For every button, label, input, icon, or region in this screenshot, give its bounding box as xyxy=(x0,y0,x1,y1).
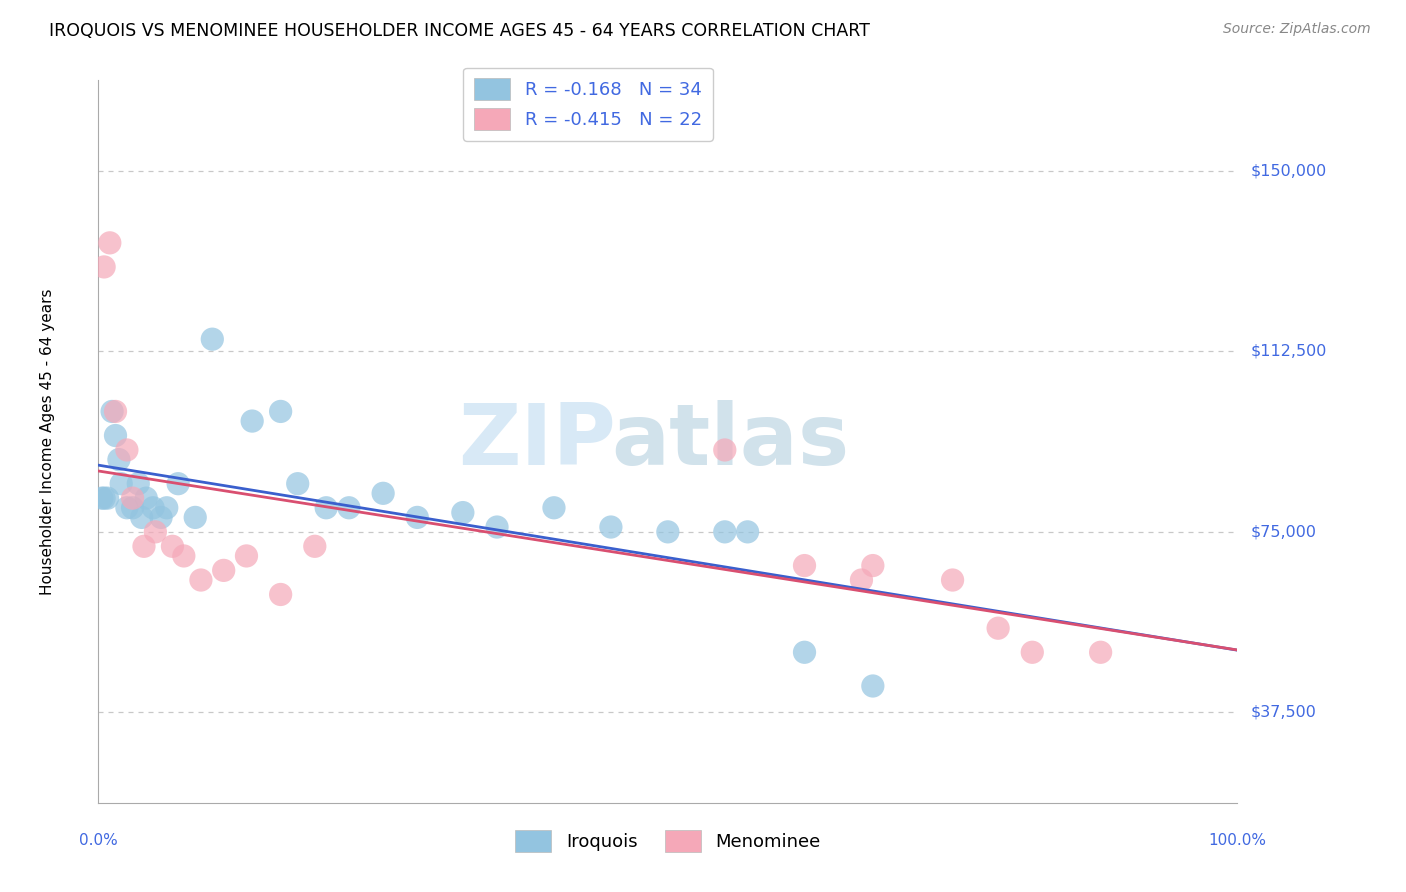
Point xyxy=(142,500,165,515)
Point xyxy=(657,524,679,539)
Point xyxy=(150,510,173,524)
Point xyxy=(987,621,1010,635)
Point xyxy=(304,539,326,553)
Point xyxy=(337,500,360,515)
Point xyxy=(101,404,124,418)
Text: ZIP: ZIP xyxy=(458,400,616,483)
Text: Householder Income Ages 45 - 64 years: Householder Income Ages 45 - 64 years xyxy=(39,288,55,595)
Point xyxy=(167,476,190,491)
Point xyxy=(451,506,474,520)
Point xyxy=(486,520,509,534)
Point xyxy=(543,500,565,515)
Text: $112,500: $112,500 xyxy=(1251,343,1327,359)
Point xyxy=(108,452,131,467)
Point xyxy=(371,486,394,500)
Point xyxy=(315,500,337,515)
Point xyxy=(240,414,263,428)
Text: $150,000: $150,000 xyxy=(1251,163,1327,178)
Point xyxy=(115,442,138,457)
Point xyxy=(862,679,884,693)
Point xyxy=(851,573,873,587)
Point xyxy=(793,645,815,659)
Point xyxy=(270,587,292,601)
Point xyxy=(190,573,212,587)
Point xyxy=(714,442,737,457)
Point xyxy=(104,404,127,418)
Point xyxy=(93,491,115,505)
Point xyxy=(737,524,759,539)
Point xyxy=(90,491,112,505)
Text: 0.0%: 0.0% xyxy=(79,833,118,848)
Point xyxy=(156,500,179,515)
Point xyxy=(93,260,115,274)
Point xyxy=(287,476,309,491)
Point xyxy=(115,500,138,515)
Point xyxy=(235,549,257,563)
Point xyxy=(1090,645,1112,659)
Point xyxy=(406,510,429,524)
Point xyxy=(184,510,207,524)
Point xyxy=(862,558,884,573)
Point xyxy=(201,332,224,346)
Text: $75,000: $75,000 xyxy=(1251,524,1317,540)
Point xyxy=(121,491,143,505)
Point xyxy=(110,476,132,491)
Point xyxy=(173,549,195,563)
Text: atlas: atlas xyxy=(612,400,849,483)
Point xyxy=(145,524,167,539)
Point xyxy=(127,476,149,491)
Point xyxy=(793,558,815,573)
Point xyxy=(96,491,118,505)
Point xyxy=(270,404,292,418)
Point xyxy=(212,563,235,577)
Point xyxy=(135,491,157,505)
Point xyxy=(600,520,623,534)
Point xyxy=(714,524,737,539)
Text: 100.0%: 100.0% xyxy=(1208,833,1267,848)
Legend: Iroquois, Menominee: Iroquois, Menominee xyxy=(508,822,828,859)
Point xyxy=(131,510,153,524)
Point xyxy=(132,539,155,553)
Point xyxy=(162,539,184,553)
Point xyxy=(98,235,121,250)
Point xyxy=(121,500,143,515)
Point xyxy=(1021,645,1043,659)
Text: Source: ZipAtlas.com: Source: ZipAtlas.com xyxy=(1223,22,1371,37)
Point xyxy=(942,573,965,587)
Point xyxy=(104,428,127,442)
Text: IROQUOIS VS MENOMINEE HOUSEHOLDER INCOME AGES 45 - 64 YEARS CORRELATION CHART: IROQUOIS VS MENOMINEE HOUSEHOLDER INCOME… xyxy=(49,22,870,40)
Text: $37,500: $37,500 xyxy=(1251,705,1317,720)
